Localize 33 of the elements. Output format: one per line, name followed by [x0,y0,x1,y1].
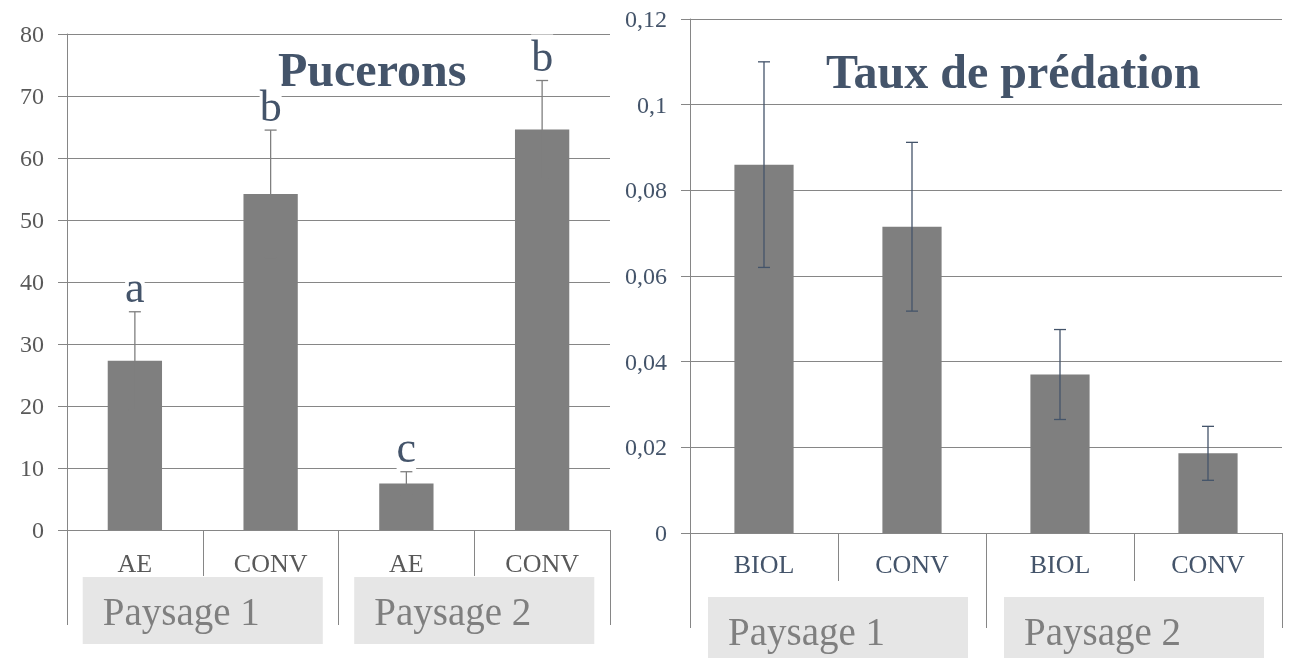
text: Paysage 1 [102,590,260,634]
y-tick-label: 0,08 [625,177,667,204]
y-tick-label: 0,06 [625,263,667,289]
x-tick-label: BIOL [1029,549,1091,579]
x-tick-label: CONV [875,549,950,579]
y-tick-label: 0,02 [625,434,667,461]
y-tick-label: 80 [20,21,44,47]
x-tick-label: AE [117,548,153,578]
y-tick-label: 0 [32,517,44,543]
y-tick-label: 50 [20,207,44,233]
y-tick-label: 0,04 [625,348,667,375]
x-tick-label: CONV [1171,549,1246,579]
y-tick-label: 20 [20,393,44,419]
y-tick-label: 70 [20,83,44,109]
y-tick-label: 60 [20,145,44,171]
x-tick-label: BIOL [733,549,795,579]
text: Paysage 2 [374,590,532,634]
y-tick-label: 10 [20,455,44,481]
y-tick-label: 0,1 [637,91,667,118]
y-tick-label: 40 [20,269,44,295]
text: Paysage 1 [727,610,886,654]
data-label: b [531,32,554,81]
data-label: c [396,423,417,473]
x-tick-label: CONV [505,548,580,578]
text: Paysage 2 [1023,610,1182,654]
y-tick-label: 0 [655,520,667,546]
data-label: b [259,81,282,131]
x-tick-label: AE [389,548,424,578]
y-tick-label: 30 [20,331,44,357]
x-tick-label: CONV [233,548,308,578]
y-tick-label: 0,12 [625,6,667,32]
text: Taux de prédation [826,44,1201,98]
data-label: a [125,263,145,313]
